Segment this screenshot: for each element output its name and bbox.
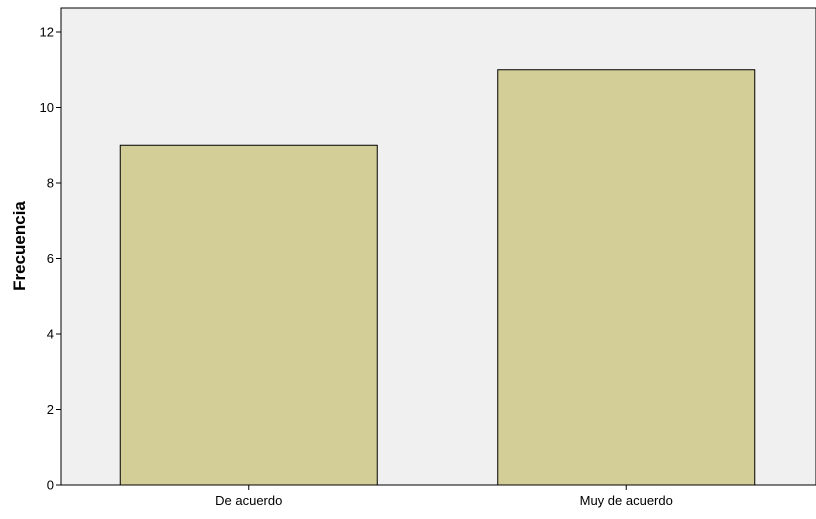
y-axis: 0 2 4 6 8 10 12 [40, 25, 61, 493]
x-tick-label: Muy de acuerdo [580, 493, 673, 508]
bar-muy-de-acuerdo [497, 69, 756, 486]
y-tick-label: 2 [47, 402, 54, 417]
y-tick-label: 8 [47, 176, 54, 191]
y-axis-title: Frecuencia [10, 201, 29, 291]
x-axis: De acuerdo Muy de acuerdo [215, 485, 673, 508]
y-tick-label: 0 [47, 478, 54, 493]
y-tick-label: 12 [40, 25, 54, 40]
y-tick-label: 4 [47, 327, 54, 342]
y-tick-label: 6 [47, 251, 54, 266]
x-tick-label: De acuerdo [215, 493, 282, 508]
bar-de-acuerdo [119, 144, 378, 486]
y-tick-label: 10 [40, 100, 54, 115]
